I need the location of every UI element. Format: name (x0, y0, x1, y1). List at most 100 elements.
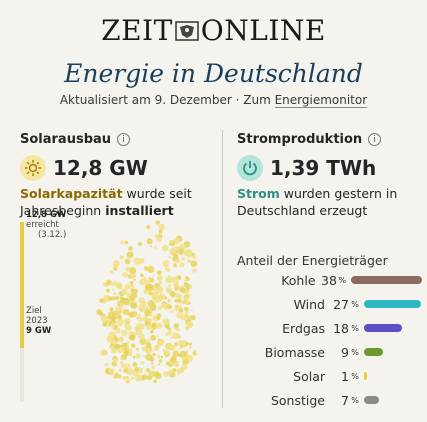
map-dot (139, 278, 147, 286)
map-dot (137, 313, 141, 318)
map-dot (171, 276, 178, 283)
mix-bar (364, 300, 421, 308)
map-dot (157, 354, 161, 359)
map-dot (115, 297, 119, 301)
map-dot (173, 263, 177, 267)
map-dot (165, 332, 169, 336)
map-dot (154, 233, 160, 239)
map-dot (120, 255, 124, 259)
map-dot (167, 299, 171, 303)
map-dot (126, 345, 130, 348)
energy-mix-row-kohle: Kohle 38% (237, 268, 422, 292)
map-dot (156, 316, 161, 321)
mix-bar (364, 348, 383, 356)
map-dot (107, 319, 111, 322)
map-dot (144, 305, 149, 311)
map-dot (100, 349, 107, 356)
info-icon[interactable]: i (368, 133, 382, 146)
info-icon[interactable]: i (117, 133, 131, 146)
map-dot (157, 270, 162, 276)
map-dot (114, 260, 118, 263)
map-dot (193, 349, 196, 352)
map-dot (146, 238, 153, 245)
map-dot (164, 296, 168, 300)
map-dot (185, 350, 189, 353)
map-dot (150, 330, 154, 334)
map-dot (139, 338, 147, 345)
map-dot (130, 288, 135, 293)
map-dot (133, 288, 138, 294)
map-dot (184, 311, 189, 315)
map-dot (192, 255, 197, 259)
map-dot (174, 298, 179, 303)
update-line: Aktualisiert am 9. Dezember · Zum Energi… (0, 93, 427, 108)
map-dot (158, 359, 163, 363)
mix-name: Wind (293, 296, 325, 312)
map-dot (161, 244, 169, 252)
mix-value: 27 (333, 296, 349, 312)
map-dot (151, 294, 158, 301)
energy-mix-list: Kohle 38% Wind 27% Erdgas 18% Biomasse 9% Solar 1… (237, 268, 422, 412)
map-dot (174, 287, 178, 291)
eagle-seal-icon (175, 21, 199, 41)
map-dot (148, 370, 154, 376)
percent-icon: % (351, 395, 359, 405)
map-dot (188, 301, 191, 305)
goal-value: 9 GW (26, 326, 52, 336)
map-dot (153, 371, 160, 378)
map-dot (122, 376, 127, 380)
map-dot (124, 258, 131, 265)
map-dot (150, 335, 157, 341)
map-dot (133, 278, 136, 281)
power-description: Strom wurden gestern in Deutschland erze… (237, 185, 422, 219)
map-dot (120, 298, 123, 301)
map-dot (179, 243, 186, 250)
map-dot (173, 238, 180, 245)
percent-icon: % (351, 371, 359, 381)
map-dot (163, 307, 167, 310)
map-dot (121, 357, 125, 361)
map-dot (128, 295, 135, 302)
map-dot (173, 306, 179, 312)
map-dot (110, 283, 113, 286)
map-dot (132, 355, 136, 359)
map-dot (149, 303, 157, 311)
energiemonitor-link[interactable]: Energiemonitor (274, 93, 368, 108)
map-dot (165, 287, 172, 294)
map-dot (147, 266, 155, 273)
map-dot (157, 338, 161, 341)
mix-name: Kohle (281, 272, 316, 288)
map-dot (157, 275, 163, 281)
zeit-online-logo[interactable]: ZEIT ONLINE (0, 14, 427, 48)
map-dot (105, 368, 110, 374)
map-dot (181, 257, 185, 261)
map-dot (121, 329, 128, 337)
map-dot (127, 321, 130, 324)
map-dot (170, 357, 176, 363)
map-dot (157, 305, 163, 311)
map-dot (153, 246, 157, 249)
map-dot (168, 369, 174, 375)
map-dot (144, 320, 149, 325)
map-dot (114, 327, 121, 334)
solar-title-row: Solarausbau i (20, 132, 215, 147)
map-dot (129, 284, 135, 290)
map-dot (160, 355, 164, 359)
map-dot (187, 259, 191, 263)
map-dot (115, 305, 123, 313)
map-dot (184, 279, 187, 282)
map-dot (130, 302, 138, 309)
map-dot (158, 280, 163, 285)
map-dot (162, 318, 170, 325)
power-title: Stromproduktion (237, 132, 363, 147)
map-dot (118, 337, 124, 343)
mix-bar (364, 396, 379, 404)
map-dot (149, 278, 155, 283)
map-dot (190, 315, 196, 321)
map-dot (107, 335, 114, 342)
map-dot (102, 322, 107, 327)
mix-value: 9 (341, 344, 349, 360)
map-dot (173, 253, 179, 258)
percent-icon: % (351, 347, 359, 357)
solar-value: 12,8 GW (53, 156, 148, 180)
